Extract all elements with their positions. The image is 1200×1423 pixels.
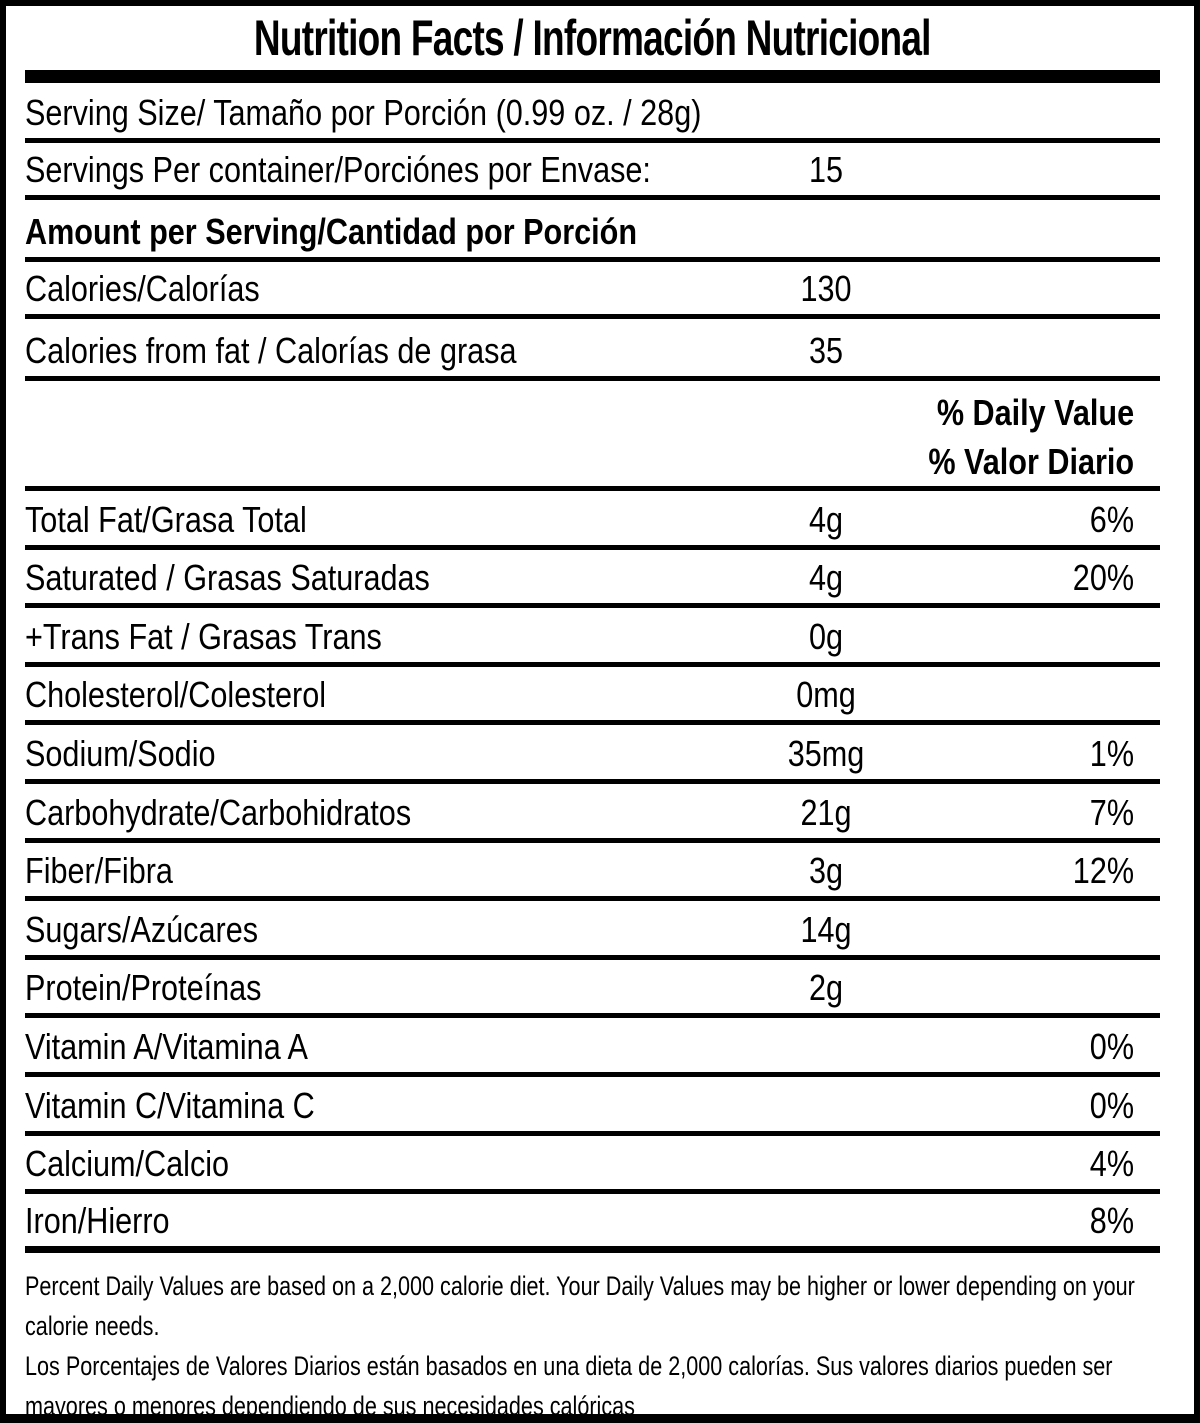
nutrient-amount: 35mg	[787, 732, 865, 774]
nutrient-label: +Trans Fat / Grasas Trans	[25, 615, 382, 657]
nutrient-amount: 35	[808, 330, 844, 371]
servings-per-container-value: 15	[808, 149, 844, 190]
nutrient-percent: 12%	[1072, 850, 1134, 892]
table-row: Vitamin A/Vitamina A 0%	[25, 1018, 1160, 1077]
table-row: Calcium/Calcio 4%	[25, 1136, 1160, 1195]
nutrient-amount: 0g	[808, 615, 844, 657]
nutrient-label: Iron/Hierro	[25, 1199, 170, 1241]
serving-size-label: Serving Size/ Tamaño por Porción (0.99 o…	[25, 92, 702, 133]
nutrient-amount: 4g	[808, 498, 844, 540]
table-row: Sodium/Sodio 35mg 1%	[25, 725, 1160, 784]
table-row: Protein/Proteínas 2g	[25, 960, 1160, 1019]
label-title: Nutrition Facts / Información Nutriciona…	[254, 10, 932, 66]
nutrient-amount: 130	[800, 268, 852, 309]
footnote-section: Percent Daily Values are based on a 2,00…	[25, 1253, 1160, 1421]
table-row: Cholesterol/Colesterol 0mg	[25, 667, 1160, 726]
nutrient-percent: 7%	[1089, 791, 1134, 833]
table-row: Saturated / Grasas Saturadas 4g 20%	[25, 550, 1160, 609]
table-row: Calories from fat / Calorías de grasa 35	[25, 319, 1160, 381]
nutrient-label: Calcium/Calcio	[25, 1143, 230, 1185]
table-row: +Trans Fat / Grasas Trans 0g	[25, 608, 1160, 667]
nutrient-table: Total Fat/Grasa Total 4g 6% Saturated / …	[25, 491, 1160, 1253]
daily-value-header-es: % Valor Diario	[928, 441, 1134, 482]
nutrient-amount: 0mg	[796, 674, 856, 716]
nutrient-label: Sodium/Sodio	[25, 732, 216, 774]
nutrient-percent: 1%	[1089, 732, 1134, 774]
nutrient-label: Calories/Calorías	[25, 268, 260, 309]
nutrient-percent: 6%	[1089, 498, 1134, 540]
nutrient-label: Sugars/Azúcares	[25, 908, 259, 950]
table-row: Sugars/Azúcares 14g	[25, 901, 1160, 960]
nutrient-amount: 3g	[808, 850, 844, 892]
table-row: Total Fat/Grasa Total 4g 6%	[25, 491, 1160, 550]
servings-per-container-label: Servings Per container/Porciónes por Env…	[25, 149, 651, 190]
nutrient-label: Calories from fat / Calorías de grasa	[25, 330, 517, 371]
title-divider-bar	[25, 70, 1160, 83]
footnote-english: Percent Daily Values are based on a 2,00…	[25, 1270, 1135, 1341]
nutrient-label: Protein/Proteínas	[25, 967, 262, 1009]
nutrient-label: Saturated / Grasas Saturadas	[25, 557, 430, 599]
daily-value-header-en: % Daily Value	[936, 392, 1134, 433]
nutrient-amount: 4g	[808, 557, 844, 599]
nutrient-percent: 20%	[1072, 557, 1134, 599]
label-title-row: Nutrition Facts / Información Nutriciona…	[25, 6, 1160, 70]
nutrient-percent: 4%	[1089, 1143, 1134, 1185]
table-row: Calories/Calorías 130	[25, 262, 1160, 319]
nutrient-label: Cholesterol/Colesterol	[25, 674, 327, 716]
serving-size-row: Serving Size/ Tamaño por Porción (0.99 o…	[25, 83, 1160, 143]
table-row: Carbohydrate/Carbohidratos 21g 7%	[25, 784, 1160, 843]
nutrient-label: Carbohydrate/Carbohidratos	[25, 791, 412, 833]
amount-per-serving-header: Amount per Serving/Cantidad por Porción	[25, 211, 638, 252]
nutrient-label: Vitamin A/Vitamina A	[25, 1025, 308, 1067]
daily-value-header-block: % Daily Value % Valor Diario	[25, 381, 1160, 491]
nutrient-label: Fiber/Fibra	[25, 850, 173, 892]
nutrient-amount: 2g	[808, 967, 844, 1009]
calories-rows: Calories/Calorías 130 Calories from fat …	[25, 262, 1160, 381]
servings-per-container-row: Servings Per container/Porciónes por Env…	[25, 143, 1160, 200]
nutrient-label: Total Fat/Grasa Total	[25, 498, 307, 540]
table-row: Iron/Hierro 8%	[25, 1194, 1160, 1253]
footnote-spanish: Los Porcentajes de Valores Diarios están…	[25, 1350, 1113, 1421]
amount-per-serving-header-row: Amount per Serving/Cantidad por Porción	[25, 200, 1160, 262]
nutrient-percent: 0%	[1089, 1025, 1134, 1067]
nutrient-percent: 0%	[1089, 1084, 1134, 1126]
table-row: Fiber/Fibra 3g 12%	[25, 843, 1160, 902]
nutrient-amount: 21g	[800, 791, 852, 833]
nutrient-label: Vitamin C/Vitamina C	[25, 1084, 315, 1126]
table-row: Vitamin C/Vitamina C 0%	[25, 1077, 1160, 1136]
nutrient-amount: 14g	[800, 908, 852, 950]
nutrient-percent: 8%	[1089, 1199, 1134, 1241]
